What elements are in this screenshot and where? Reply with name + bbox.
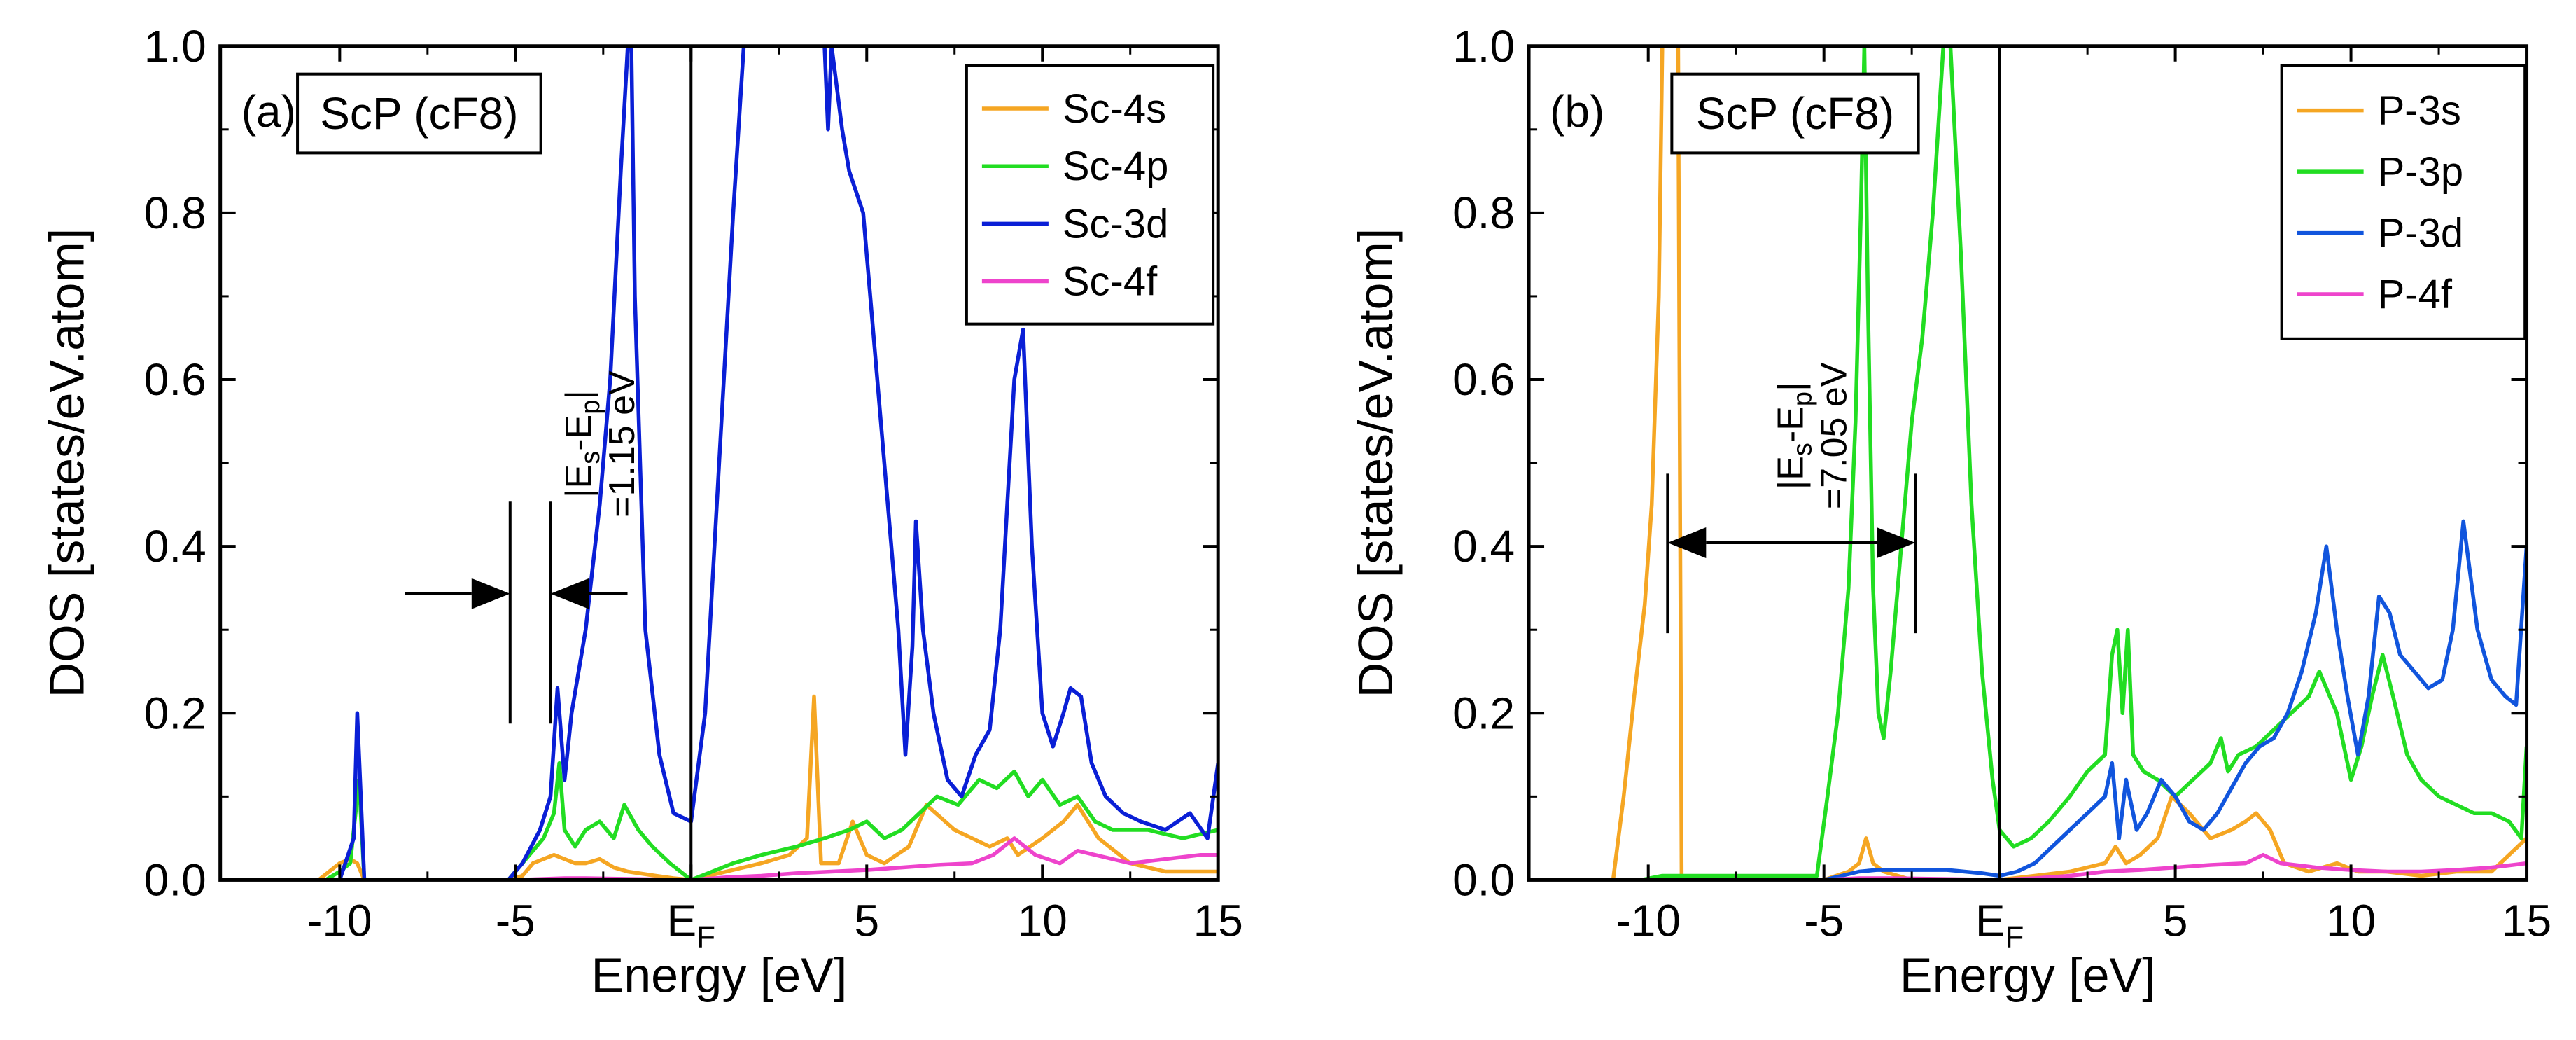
y-tick-label: 0.0	[144, 854, 206, 905]
x-tick-label: -10	[1616, 895, 1681, 945]
annotation-value: =1.15 eV	[602, 370, 643, 518]
fermi-label-sub: F	[2005, 920, 2024, 954]
chart-title: ScP (cF8)	[320, 88, 518, 139]
x-tick-label: 5	[2163, 895, 2188, 945]
chart-panel-a: -10 -5 EF 5 10 15 0.0 0.2 0.4 0.6 0.8 1.0 Energy [eV…	[40, 21, 1243, 1003]
x-tick-label: -5	[496, 895, 536, 945]
fermi-label-main: E	[666, 895, 696, 945]
legend-label: P-3s	[2378, 88, 2461, 134]
x-tick-label-fermi: EF	[1975, 895, 2024, 954]
energy-gap-annotation: |Es-Ep| =7.05 eV	[1666, 362, 1917, 634]
legend-label: Sc-3d	[1063, 201, 1169, 247]
x-axis-label: Energy [eV]	[1900, 948, 2156, 1002]
y-tick-label: 0.6	[1452, 354, 1515, 405]
gap-arrow-right-head	[550, 578, 589, 609]
legend-label: P-3d	[2378, 211, 2464, 256]
annotation-mid: -E	[559, 415, 599, 451]
y-tick-label: 1.0	[1452, 21, 1515, 71]
legend-label: P-3p	[2378, 149, 2464, 195]
y-tick-label: 0.4	[1452, 521, 1515, 571]
series-line-sc-4p	[220, 761, 1219, 880]
panel-label: (b)	[1550, 86, 1604, 137]
y-tick-label: 0.8	[144, 188, 206, 238]
chart-title: ScP (cF8)	[1696, 88, 1894, 139]
y-axis-ticks: 0.0 0.2 0.4 0.6 0.8 1.0	[1452, 21, 2527, 905]
series-line-sc-4s	[220, 694, 1219, 880]
y-tick-label: 0.0	[1452, 854, 1515, 905]
legend-label: Sc-4p	[1063, 144, 1169, 189]
energy-gap-annotation: |Es-Ep| =1.15 eV	[405, 370, 643, 724]
y-tick-label: 1.0	[144, 21, 206, 71]
x-tick-label-fermi: EF	[666, 895, 715, 954]
y-axis-label: DOS [states/eV.atom]	[40, 228, 94, 698]
annotation-end: |	[559, 390, 599, 400]
x-axis-label: Energy [eV]	[592, 948, 848, 1002]
annotation-e: |E	[559, 464, 599, 498]
gap-arrow-left-head	[1667, 527, 1707, 558]
annotation-sub-p: p	[1788, 391, 1818, 406]
legend: Sc-4s Sc-4p Sc-3d Sc-4f	[965, 64, 1215, 326]
annotation-label: |Es-Ep|	[559, 390, 606, 498]
legend-label: Sc-4s	[1063, 86, 1166, 132]
y-axis-ticks: 0.0 0.2 0.4 0.6 0.8 1.0	[144, 21, 1219, 905]
chart-panel-b: -10 -5 EF 5 10 15 0.0 0.2 0.4 0.6 0.8 1.0 Energy [eV…	[1348, 21, 2552, 1003]
x-tick-label: -10	[307, 895, 372, 945]
series-line-p-3d	[1529, 519, 2527, 880]
y-tick-label: 0.2	[144, 688, 206, 738]
x-tick-label: 10	[2326, 895, 2376, 945]
x-tick-label: 10	[1018, 895, 1068, 945]
y-tick-label: 0.8	[1452, 188, 1515, 238]
series-line-p-3p	[1529, 46, 2527, 880]
title-box	[296, 72, 542, 155]
gap-arrow-right-head	[1877, 527, 1916, 558]
gap-arrow-left-head	[471, 578, 510, 609]
x-tick-label: -5	[1804, 895, 1844, 945]
annotation-label: |Es-Ep|	[1771, 382, 1818, 490]
annotation-e: |E	[1771, 456, 1812, 490]
x-axis-ticks: -10 -5 EF 5 10 15	[1616, 46, 2552, 954]
title-box	[1670, 72, 1920, 155]
annotation-value: =7.05 eV	[1814, 362, 1855, 509]
legend: P-3s P-3p P-3d P-4f	[2280, 64, 2527, 340]
annotation-sub-s: s	[576, 451, 606, 464]
legend-label: P-4f	[2378, 272, 2453, 317]
fermi-label-sub: F	[696, 920, 715, 954]
x-axis-ticks: -10 -5 EF 5 10 15	[307, 46, 1243, 954]
x-tick-label: 15	[1194, 895, 1243, 945]
annotation-sub-p: p	[576, 400, 606, 415]
x-tick-label: 5	[854, 895, 879, 945]
annotation-mid: -E	[1771, 406, 1812, 443]
panel-label: (a)	[241, 86, 296, 137]
fermi-label-main: E	[1975, 895, 2005, 945]
annotation-end: |	[1771, 382, 1812, 391]
y-tick-label: 0.4	[144, 521, 206, 571]
x-tick-label: 15	[2502, 895, 2552, 945]
y-tick-label: 0.2	[1452, 688, 1515, 738]
y-tick-label: 0.6	[144, 354, 206, 405]
legend-label: Sc-4f	[1063, 259, 1158, 305]
y-axis-label: DOS [states/eV.atom]	[1348, 228, 1403, 698]
annotation-sub-s: s	[1788, 443, 1818, 456]
